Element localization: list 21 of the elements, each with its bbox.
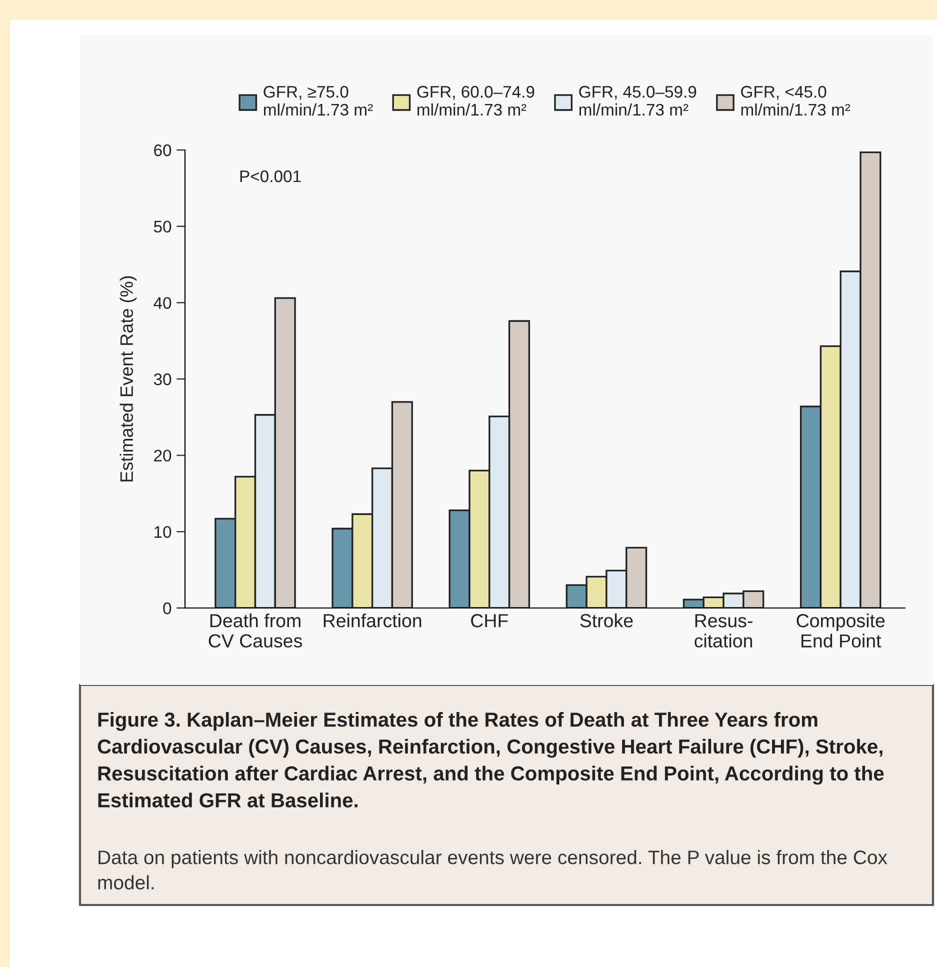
x-tick-label: Resus- citation <box>694 614 752 648</box>
legend-label: GFR, 45.0–59.9 ml/min/1.73 m² <box>579 86 696 116</box>
x-tick-label: CHF <box>471 614 508 628</box>
y-tick-label: 20 <box>154 450 172 462</box>
x-tick-label: Reinfarction <box>324 614 422 628</box>
y-tick-label: 30 <box>154 373 172 386</box>
text: Figure 3. Kaplan–Meier Estimates of the Rates of Death at Three Years from Cardiovascular (CV) Causes, Reinfarction, Congestive Heart Failure (CHF), Stroke, Resuscitation after Cardiac Arrest, and the Composite End Point, According to the Estimated GFR at Baseline. <box>98 712 884 808</box>
text: Data on patients with noncardiovascular events were censored. The P value is from the Cox model. <box>98 850 888 890</box>
x-tick-label: Stroke <box>580 614 633 628</box>
y-tick-label: 0 <box>163 602 172 614</box>
legend-label: GFR, <45.0 ml/min/1.73 m² <box>741 86 850 116</box>
y-tick-label: 40 <box>154 297 172 309</box>
y-tick-label: 60 <box>154 144 172 156</box>
x-tick-label: Composite End Point <box>796 614 885 648</box>
x-tick-label: Death from CV Causes <box>208 614 302 648</box>
legend-label: GFR, ≥75.0 ml/min/1.73 m² <box>264 86 373 116</box>
legend-label: GFR, 60.0–74.9 ml/min/1.73 m² <box>417 86 534 116</box>
y-axis-title: Estimated Event Rate (%) <box>120 276 137 482</box>
y-tick-label: 50 <box>154 220 172 233</box>
y-tick-label: 10 <box>154 526 172 538</box>
annotation: P<0.001 <box>240 170 301 182</box>
